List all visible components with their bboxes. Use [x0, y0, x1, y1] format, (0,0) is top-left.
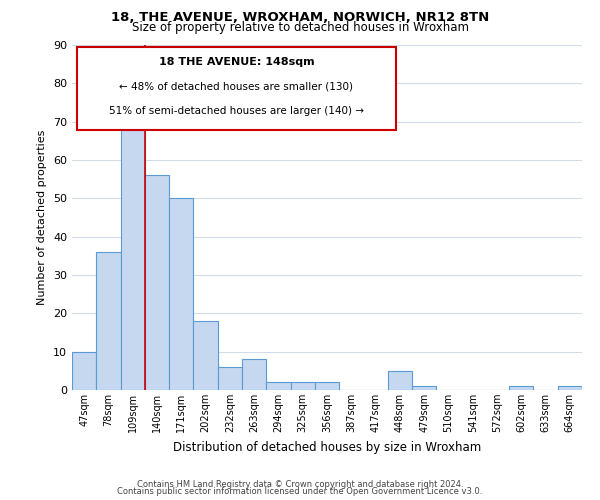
Text: 18, THE AVENUE, WROXHAM, NORWICH, NR12 8TN: 18, THE AVENUE, WROXHAM, NORWICH, NR12 8… — [111, 11, 489, 24]
X-axis label: Distribution of detached houses by size in Wroxham: Distribution of detached houses by size … — [173, 440, 481, 454]
Text: 51% of semi-detached houses are larger (140) →: 51% of semi-detached houses are larger (… — [109, 106, 364, 117]
Bar — [509, 386, 533, 390]
Bar — [77, 46, 396, 130]
Text: 18 THE AVENUE: 148sqm: 18 THE AVENUE: 148sqm — [158, 56, 314, 66]
Bar — [388, 371, 412, 390]
Bar — [72, 352, 96, 390]
Bar — [315, 382, 339, 390]
Bar — [266, 382, 290, 390]
Bar — [169, 198, 193, 390]
Text: ← 48% of detached houses are smaller (130): ← 48% of detached houses are smaller (13… — [119, 82, 353, 92]
Bar — [412, 386, 436, 390]
Text: Contains HM Land Registry data © Crown copyright and database right 2024.: Contains HM Land Registry data © Crown c… — [137, 480, 463, 489]
Y-axis label: Number of detached properties: Number of detached properties — [37, 130, 47, 305]
Bar — [218, 367, 242, 390]
Bar — [96, 252, 121, 390]
Text: Size of property relative to detached houses in Wroxham: Size of property relative to detached ho… — [131, 21, 469, 34]
Bar — [558, 386, 582, 390]
Bar — [242, 360, 266, 390]
Bar — [290, 382, 315, 390]
Bar — [193, 321, 218, 390]
Bar — [121, 102, 145, 390]
Text: Contains public sector information licensed under the Open Government Licence v3: Contains public sector information licen… — [118, 487, 482, 496]
Bar — [145, 176, 169, 390]
